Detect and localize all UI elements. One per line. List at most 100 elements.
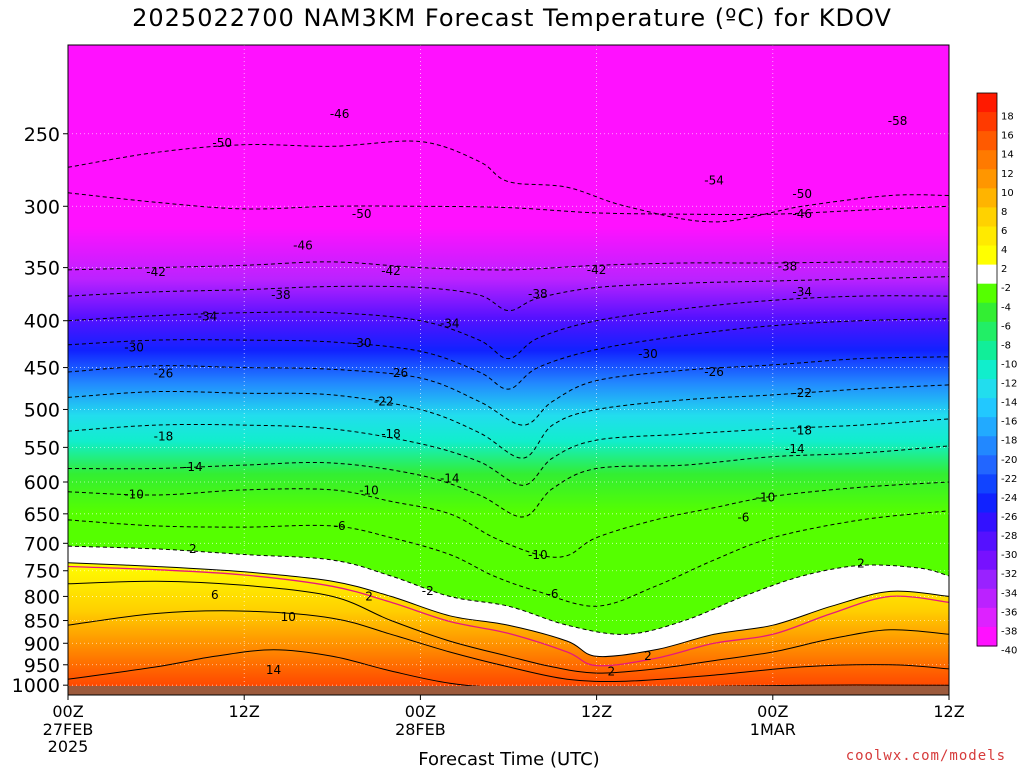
x-axis-label: Forecast Time (UTC) (418, 749, 599, 768)
colorbar-label: -6 (1001, 321, 1011, 332)
contour-label: -46 (792, 207, 812, 221)
contour-label: -38 (528, 287, 548, 301)
isotherm-6 (68, 580, 949, 674)
contour-label: -54 (704, 173, 724, 187)
isotherm--14 (68, 445, 949, 518)
contour-label: -2 (422, 584, 434, 598)
colorbar-swatch (977, 302, 997, 323)
colorbar-label: -8 (1001, 340, 1011, 351)
contour-label: 2 (644, 649, 652, 663)
colorbar-swatch (977, 93, 997, 113)
colorbar-label: 10 (1001, 188, 1014, 199)
colorbar-swatch (977, 493, 997, 514)
colorbar-swatch (977, 245, 997, 266)
colorbar-label: 8 (1001, 207, 1007, 218)
colorbar-label: 14 (1001, 150, 1014, 161)
y-tick-label: 350 (24, 258, 60, 280)
contour-label: -22 (792, 386, 812, 400)
colorbar-swatch (977, 169, 997, 189)
colorbar-swatch (977, 150, 997, 170)
colorbar-swatch (977, 607, 997, 628)
x-tick-label: 00Z (757, 702, 788, 721)
contour-label: -42 (146, 265, 166, 279)
colorbar-swatch (977, 359, 997, 380)
contour-label: 2 (857, 556, 865, 570)
colorbar: 18 16 14 12 10 8 6 4 2 -2 -4 -6 -8 -10 -12 -14 -16 -18 -20… (976, 92, 1017, 657)
y-tick-label: 550 (24, 437, 60, 459)
contour-label: 6 (211, 588, 219, 602)
contour-label: -18 (381, 427, 401, 441)
credit-text: coolwx.com/models (845, 748, 1006, 764)
x-tick-sublabel: 28FEB (395, 720, 446, 739)
isotherm--46 (68, 192, 949, 216)
contour-label: -34 (792, 285, 812, 299)
colorbar-swatch (977, 188, 997, 209)
colorbar-swatch (977, 531, 997, 552)
contour-label: -22 (374, 394, 394, 408)
contour-label: -6 (334, 519, 346, 533)
colorbar-swatch (977, 340, 997, 361)
colorbar-label: -36 (1001, 607, 1017, 618)
contour-label: -42 (381, 264, 401, 278)
isotherm--30 (68, 318, 949, 390)
colorbar-label: 6 (1001, 226, 1007, 237)
y-tick-label: 400 (24, 311, 60, 333)
contour-label: -30 (124, 341, 144, 355)
colorbar-label: -30 (1001, 550, 1017, 561)
colorbar-label: -4 (1001, 302, 1011, 313)
contour-label: -58 (888, 114, 908, 128)
colorbar-label: -40 (1001, 646, 1017, 657)
colorbar-label: 4 (1001, 245, 1007, 256)
y-tick-label: 900 (24, 633, 60, 655)
colorbar-label: -24 (1001, 493, 1017, 504)
x-tick-label: 12Z (229, 702, 260, 721)
y-tick-label: 500 (24, 399, 60, 421)
plot-frame (67, 44, 950, 696)
contour-label: -46 (330, 107, 350, 121)
contour-label: 14 (266, 663, 281, 677)
colorbar-swatch (977, 398, 997, 418)
near-freezing-band (68, 546, 949, 657)
contour-labels: -46 -50 -58 -54 -50 -50 -46 -46 -42 -42 -42 -38 -38 -… (124, 107, 907, 678)
y-axis: 2503003504004505005506006507007508008509… (12, 124, 68, 697)
colorbar-label: 2 (1001, 264, 1007, 275)
colorbar-swatch (977, 436, 997, 456)
colorbar-swatch (977, 417, 997, 437)
colorbar-swatch (977, 226, 997, 247)
contour-label: -10 (528, 548, 548, 562)
isotherm--6 (68, 510, 949, 607)
ground-surface (68, 685, 949, 695)
contour-label: -10 (124, 487, 144, 501)
contour-label: 2 (189, 542, 197, 556)
colorbar-label: -32 (1001, 569, 1017, 580)
contour-label: -38 (778, 259, 798, 273)
contour-label: -50 (352, 207, 372, 221)
colorbar-swatch (977, 112, 997, 132)
colorbar-swatch (977, 626, 997, 647)
colorbar-label: -18 (1001, 436, 1017, 447)
isotherm-contours (68, 140, 949, 689)
colorbar-swatch (977, 131, 997, 151)
colorbar-label: 18 (1001, 112, 1014, 123)
contour-label: 2 (607, 664, 615, 678)
colorbar-label: 12 (1001, 169, 1014, 180)
colorbar-label: -16 (1001, 417, 1017, 428)
colorbar-label: 16 (1001, 131, 1014, 142)
contour-label: -30 (638, 347, 658, 361)
contour-label: -26 (154, 367, 174, 381)
colorbar-swatch (977, 455, 997, 475)
colorbar-swatch (977, 588, 997, 609)
contour-label: -26 (704, 365, 724, 379)
x-tick-label: 00Z (405, 702, 436, 721)
gridlines (68, 45, 949, 695)
y-tick-label: 600 (24, 472, 60, 494)
contour-label: -14 (440, 472, 460, 486)
colorbar-label: -12 (1001, 379, 1017, 390)
colorbar-swatch (977, 379, 997, 399)
isotherm--38 (68, 276, 949, 312)
colorbar-label: -20 (1001, 455, 1017, 466)
isotherm--2 (68, 545, 949, 635)
contour-label: -10 (359, 484, 379, 498)
